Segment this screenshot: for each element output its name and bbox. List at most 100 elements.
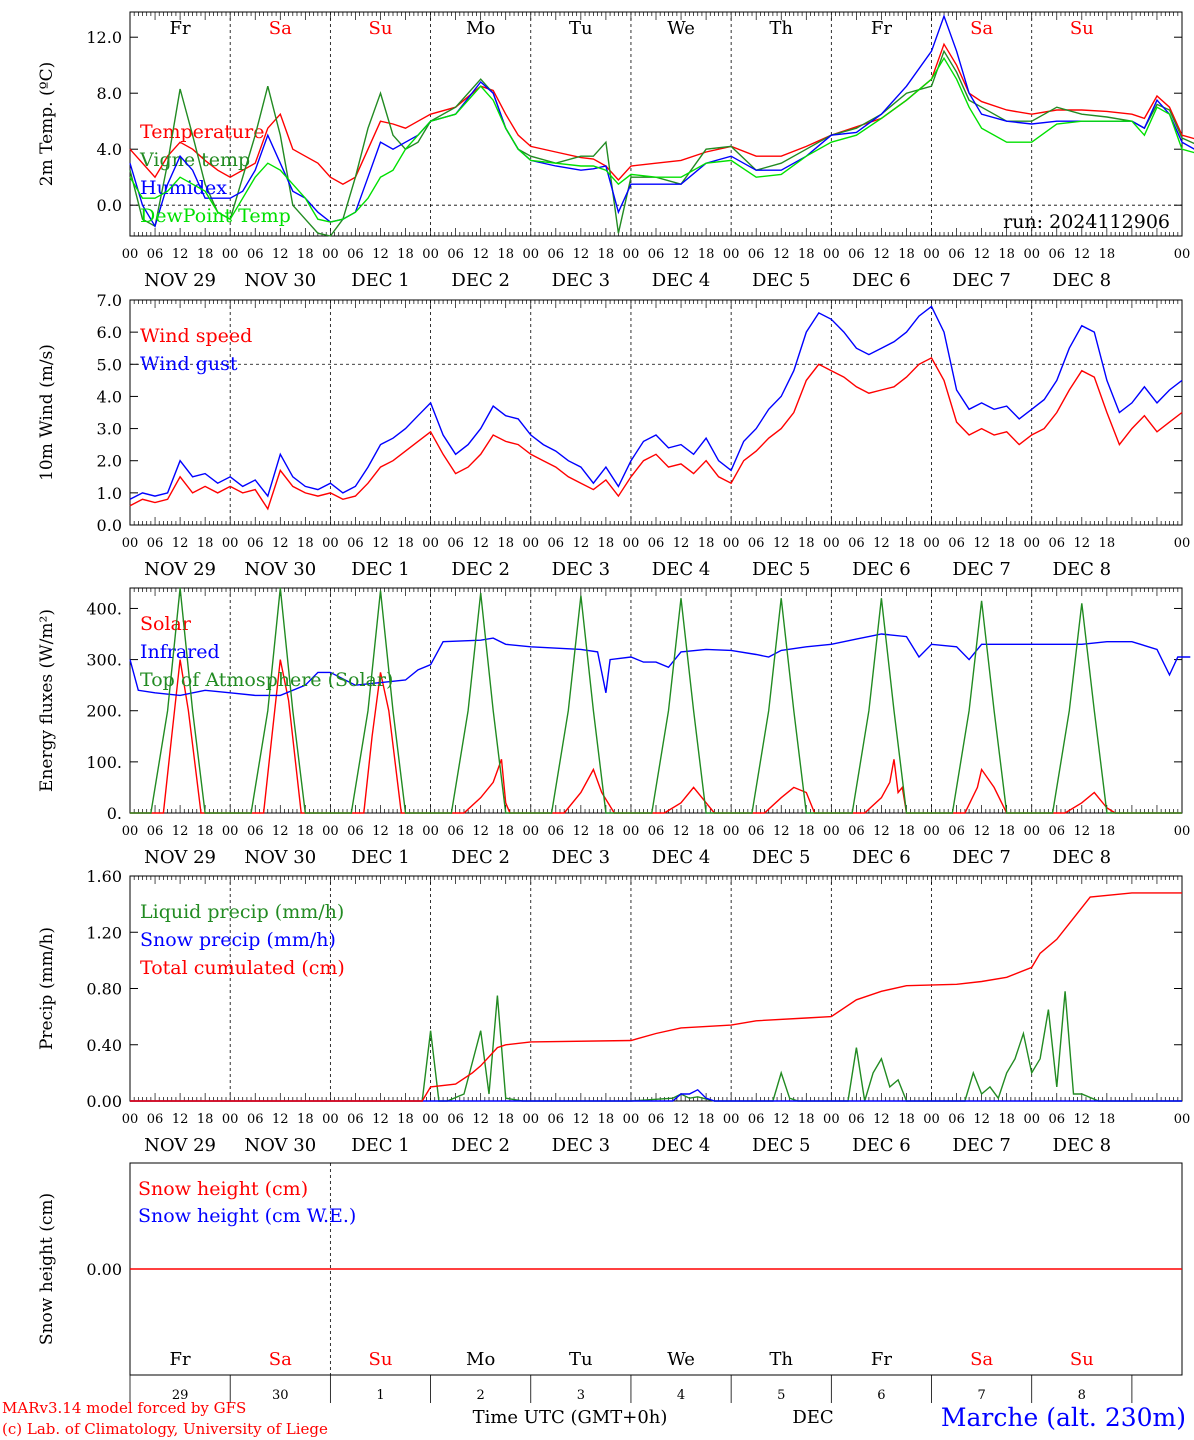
y-tick-label: 0.0 [97,516,122,535]
hour-tick-label: 00 [422,536,439,551]
hour-tick-label: 12 [973,536,990,551]
hour-tick-label: 18 [197,1112,214,1127]
hour-tick-label: 00 [522,1112,539,1127]
hour-tick-label: 12 [673,247,690,262]
panel-frame [129,587,1183,814]
panel-precip: 0.00 0.40 0.80 1.20 1.60 Precip (mm/h) Liquid … [37,867,1190,1156]
day-of-week-label: Su [369,1349,393,1370]
day-of-week-label: Th [769,1349,793,1370]
hour-tick-label: 06 [247,824,264,839]
y-tick-label: 8.0 [97,84,122,103]
hour-tick-label: 12 [272,1112,289,1127]
run-annotation: run: 2024112906 [1003,211,1170,233]
hour-tick-label: 12 [1074,536,1091,551]
hour-tick-label: 06 [848,824,865,839]
y-tick-label: 1.60 [86,867,122,886]
hour-tick-label: 06 [447,824,464,839]
date-label: DEC 7 [952,1135,1011,1156]
hour-tick-label: 00 [1174,1112,1191,1127]
hour-tick-label: 18 [497,1112,514,1127]
date-label: DEC 4 [652,559,711,580]
date-label: DEC 1 [351,847,410,868]
series-line-solar [130,659,1182,814]
bottom-month-label: DEC [792,1407,833,1428]
hour-tick-label: 18 [397,536,414,551]
hour-tick-label: 18 [798,1112,815,1127]
series-line-vigne-temp [129,49,1194,237]
hour-tick-label: 00 [623,536,640,551]
date-label: NOV 29 [144,559,216,580]
hour-tick-label: 18 [297,536,314,551]
bottom-day-number: 4 [677,1388,685,1403]
hour-tick-label: 00 [723,247,740,262]
hour-tick-label: 12 [1074,824,1091,839]
station-label: Marche (alt. 230m) [941,1403,1186,1432]
hour-tick-label: 18 [898,247,915,262]
hour-tick-label: 06 [347,824,364,839]
footer-model-line: MARv3.14 model forced by GFS [2,1399,246,1417]
hour-tick-label: 18 [297,824,314,839]
hour-tick-label: 18 [497,247,514,262]
hour-tick-label: 00 [422,247,439,262]
date-label: NOV 29 [144,1135,216,1156]
hour-tick-label: 12 [272,247,289,262]
day-of-week-label: Mo [466,18,495,39]
hour-tick-label: 18 [197,536,214,551]
hour-tick-label: 00 [823,824,840,839]
hour-tick-label: 00 [723,536,740,551]
hour-tick-label: 00 [322,1112,339,1127]
day-of-week-label: Su [369,18,393,39]
legend-entry: Total cumulated (cm) [140,957,345,979]
date-label: DEC 5 [752,1135,811,1156]
legend-entry: DewPoint Temp [140,205,291,227]
hour-tick-label: 12 [873,824,890,839]
hour-tick-label: 00 [723,824,740,839]
hour-tick-label: 12 [1074,1112,1091,1127]
hour-tick-label: 00 [1023,247,1040,262]
hour-tick-label: 00 [422,824,439,839]
day-of-week-label: Sa [269,18,292,39]
hour-tick-label: 12 [873,1112,890,1127]
hour-tick-label: 06 [848,536,865,551]
hour-tick-label: 06 [548,824,565,839]
hour-tick-label: 12 [1074,247,1091,262]
y-tick-label: 2.0 [97,452,122,471]
hour-tick-label: 18 [297,1112,314,1127]
hour-tick-label: 00 [823,536,840,551]
bottom-day-number: 5 [777,1388,785,1403]
date-label: DEC 1 [351,1135,410,1156]
y-axis-label: Energy fluxes (W/m²) [37,609,57,792]
hour-tick-label: 18 [898,824,915,839]
legend-entry: Liquid precip (mm/h) [140,901,344,923]
hour-tick-label: 12 [172,824,189,839]
hour-tick-label: 12 [973,824,990,839]
hour-tick-label: 12 [873,247,890,262]
hour-tick-label: 18 [698,824,715,839]
hour-tick-label: 00 [623,824,640,839]
hour-tick-label: 12 [472,247,489,262]
hour-tick-label: 12 [673,1112,690,1127]
hour-tick-label: 18 [1099,247,1116,262]
day-of-week-label: Mo [466,1349,495,1370]
y-tick-label: 100. [86,753,122,772]
hour-tick-label: 12 [372,536,389,551]
hour-tick-label: 06 [648,536,665,551]
hour-tick-label: 18 [397,247,414,262]
y-tick-label: 0.0 [97,196,122,215]
hour-tick-label: 18 [397,824,414,839]
legend-entry: Snow height (cm) [138,1178,308,1200]
legend-entry: Infrared [140,641,220,663]
hour-tick-label: 00 [322,536,339,551]
y-tick-label: 0.00 [86,1260,122,1279]
y-axis-label: Snow height (cm) [37,1193,57,1345]
date-label: DEC 8 [1053,847,1112,868]
hour-tick-label: 00 [1174,247,1191,262]
hour-tick-label: 06 [748,1112,765,1127]
hour-tick-label: 12 [773,536,790,551]
hour-tick-label: 12 [272,824,289,839]
hour-tick-label: 12 [673,824,690,839]
hour-tick-label: 12 [372,824,389,839]
series-line-infrared [129,633,1191,697]
date-label: DEC 8 [1053,270,1112,291]
hour-tick-label: 12 [973,247,990,262]
